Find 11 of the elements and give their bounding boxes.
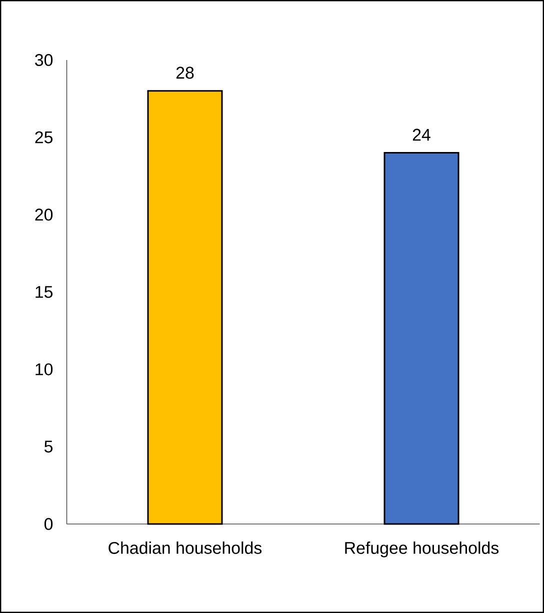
y-tick-label: 25	[35, 131, 53, 144]
data-label: 28	[176, 66, 194, 79]
y-tick-label: 0	[44, 518, 53, 530]
y-tick-label: 5	[44, 440, 53, 453]
y-tick-label: 20	[35, 208, 53, 221]
y-tick-label: 10	[36, 363, 53, 376]
x-tick-label: Chadian households	[108, 542, 262, 554]
y-tick-label: 15	[36, 286, 53, 298]
y-tick-label: 30	[35, 54, 53, 66]
data-label: 24	[412, 128, 430, 141]
x-tick-label: Refugee households	[345, 542, 499, 558]
